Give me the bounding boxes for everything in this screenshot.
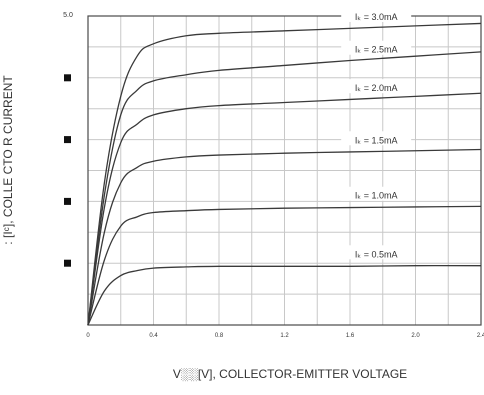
curves (87, 22, 482, 326)
curve-3 (87, 148, 482, 326)
curve-label-bg (341, 245, 412, 260)
curve-6 (87, 22, 482, 326)
x-tick-label: 1.6 (346, 333, 355, 339)
plot-frame (87, 15, 482, 326)
y-tick-marker (64, 74, 71, 82)
y-top-tick-label: 5.0 (63, 12, 73, 19)
curve-4 (87, 92, 482, 326)
x-tick-label: 0 (86, 333, 90, 339)
curve-label-bg (341, 40, 412, 55)
y-markers (64, 74, 71, 267)
curve-label: Iₖ = 3.0mA (355, 12, 398, 22)
curve-label: Iₖ = 1.5mA (355, 135, 398, 145)
curve-label: Iₖ = 2.0mA (355, 83, 398, 93)
grid (87, 15, 482, 326)
plot-border (87, 15, 482, 326)
y-axis-label: : [Iᶜ], COLLE CTO R CURRENT (1, 75, 15, 245)
curve-label-bg (341, 131, 412, 146)
y-tick-marker (64, 259, 71, 267)
x-tick-label: 2.0 (411, 333, 420, 339)
curve-1 (87, 264, 482, 326)
curve-label-bg (341, 7, 412, 22)
curve-label: Iₖ = 0.5mA (355, 249, 398, 259)
curve-labels: Iₖ = 0.5mA Iₖ = 1.0mA Iₖ = 1.5mA Iₖ = 2.0mA… (341, 7, 412, 260)
curve-label: Iₖ = 1.0mA (355, 191, 398, 201)
x-tick-label: 1.2 (280, 333, 289, 339)
curve-label: Iₖ = 2.5mA (355, 45, 398, 55)
x-tick-label: 0.8 (215, 333, 224, 339)
x-axis-label: V░░[V], COLLECTOR-EMITTER VOLTAGE (173, 367, 407, 381)
curve-label-bg (341, 79, 412, 94)
y-tick-marker (64, 197, 71, 205)
x-tick-labels: 0 0.4 0.8 1.2 1.6 2.0 2.4 (86, 333, 484, 339)
curve-2 (87, 205, 482, 326)
y-tick-marker (64, 136, 71, 144)
curve-5 (87, 51, 482, 326)
curve-label-bg (341, 186, 412, 201)
x-tick-label: 2.4 (477, 333, 484, 339)
x-tick-label: 0.4 (149, 333, 158, 339)
